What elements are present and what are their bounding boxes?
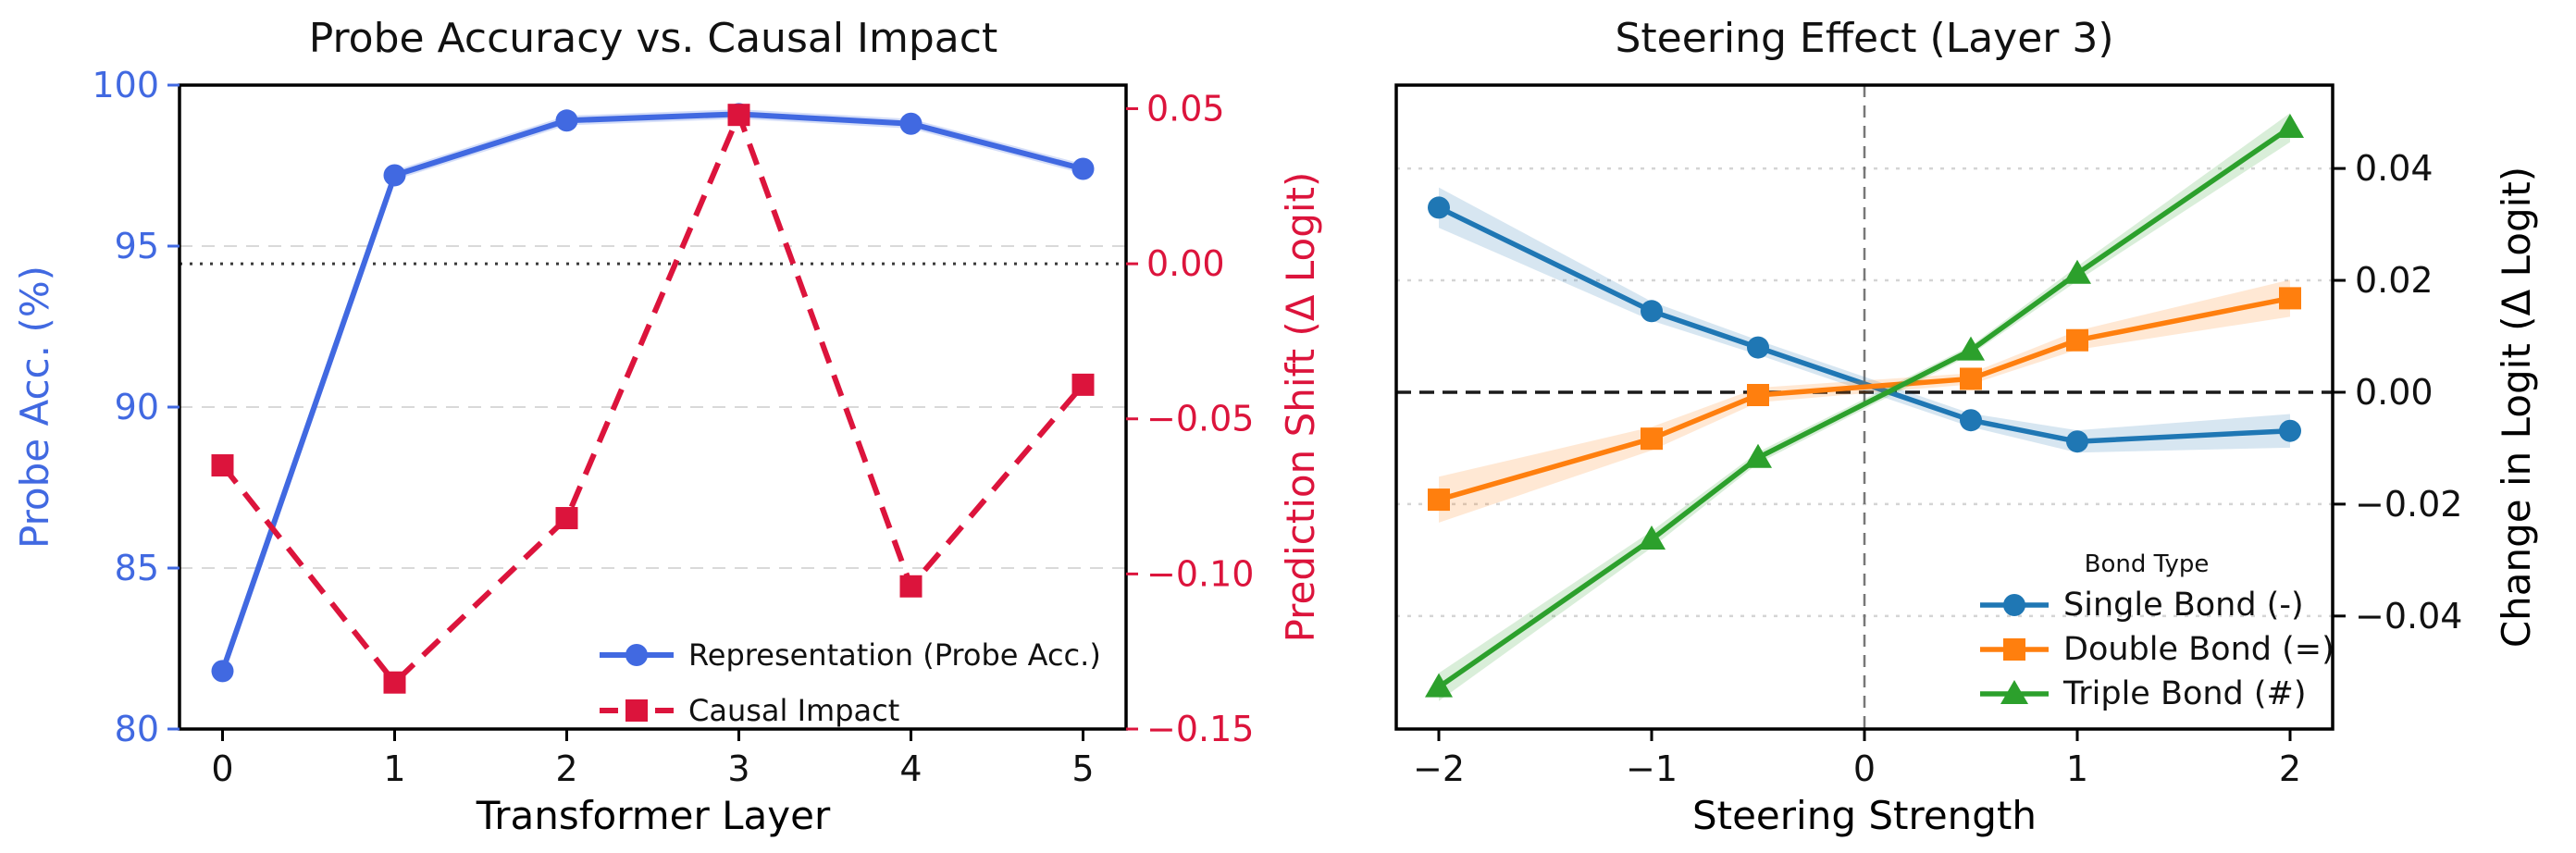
data-point xyxy=(1428,196,1450,219)
probe-acc-y-axis-label: Probe Acc. (%) xyxy=(12,266,57,549)
x-tick-label: 0 xyxy=(211,748,233,789)
confidence-band xyxy=(1439,113,2290,701)
confidence-band xyxy=(222,109,1084,676)
data-point xyxy=(1071,373,1095,396)
left-y-tick-label: 95 xyxy=(115,226,159,266)
x-tick-label: 0 xyxy=(1853,748,1876,789)
data-point xyxy=(2066,430,2088,453)
left-plot-area: 0 1 2 3 4 5 100 95 90 85 80 0.05 0.00 −0.05 −0.10 −0.15… xyxy=(92,65,1254,789)
right-x-axis-label: Steering Strength xyxy=(1692,793,2037,838)
right-y-tick-label: −0.10 xyxy=(1146,553,1254,594)
left-y-tick-label: 80 xyxy=(115,709,159,749)
right-y-tick-label: 0.04 xyxy=(2355,148,2434,189)
right-y-tick-label: 0.05 xyxy=(1146,88,1225,129)
right-y-tick-label: −0.05 xyxy=(1146,399,1254,439)
data-point xyxy=(211,660,234,683)
x-tick-label: 4 xyxy=(899,748,922,789)
x-tick-label: 2 xyxy=(555,748,577,789)
legend-label: Single Bond (-) xyxy=(2063,587,2304,624)
legend-label: Double Bond (=) xyxy=(2063,631,2334,668)
x-tick-label: 2 xyxy=(2279,748,2301,789)
series-line xyxy=(1438,295,2291,502)
change-in-logit-y-axis-label: Change in Logit (Δ Logit) xyxy=(2494,167,2539,648)
data-point xyxy=(899,112,923,135)
x-tick-label: 5 xyxy=(1071,748,1094,789)
data-point xyxy=(555,507,578,530)
legend-label: Causal Impact xyxy=(688,693,899,728)
series-line xyxy=(1437,204,2291,444)
series-line xyxy=(220,107,1085,687)
right-y-tick-label: 0.00 xyxy=(2355,372,2434,413)
x-tick-label: −1 xyxy=(1626,748,1678,789)
x-tick-label: 3 xyxy=(727,748,749,789)
right-y-tick-label: 0.02 xyxy=(2355,260,2434,301)
data-point xyxy=(727,104,750,127)
data-point xyxy=(1071,157,1095,180)
legend-marker xyxy=(625,699,648,722)
right-chart-title: Steering Effect (Layer 3) xyxy=(1615,15,2113,62)
data-point xyxy=(2276,113,2304,138)
data-point xyxy=(383,164,406,187)
data-point xyxy=(1960,367,1982,390)
legend-marker xyxy=(2003,638,2025,661)
data-point xyxy=(555,109,578,132)
left-y-tick-label: 85 xyxy=(115,548,159,588)
confidence-band xyxy=(1439,187,2290,453)
data-point xyxy=(2066,328,2088,352)
left-x-axis-label: Transformer Layer xyxy=(476,793,831,838)
legend-label: Representation (Probe Acc.) xyxy=(688,637,1101,673)
right-plot-area: −2 −1 0 1 2 0.04 0.02 0.00 −0.02 −0.04 Bond Type Si… xyxy=(1394,83,2462,789)
data-point xyxy=(1747,336,1769,359)
data-point xyxy=(1425,673,1453,698)
right-y-tick-label: −0.02 xyxy=(2355,484,2462,525)
x-tick-label: −2 xyxy=(1413,748,1465,789)
series-line xyxy=(1437,125,2292,689)
data-point xyxy=(1428,488,1450,512)
data-point xyxy=(1747,383,1769,406)
data-point xyxy=(2279,287,2301,310)
data-point xyxy=(1744,443,1772,468)
left-chart-title: Probe Accuracy vs. Causal Impact xyxy=(309,15,997,62)
x-tick-label: 1 xyxy=(383,748,405,789)
right-y-tick-label: −0.15 xyxy=(1146,709,1254,749)
data-point xyxy=(211,454,234,477)
data-point xyxy=(383,671,406,694)
left-y-tick-label: 90 xyxy=(115,387,159,427)
right-y-tick-label: −0.04 xyxy=(2355,596,2462,637)
prediction-shift-y-axis-label: Prediction Shift (Δ Logit) xyxy=(1278,172,1323,643)
data-point xyxy=(2279,419,2301,442)
series-line xyxy=(219,111,1084,673)
legend-marker xyxy=(2003,594,2025,616)
left-y-tick-label: 100 xyxy=(92,65,159,105)
data-point xyxy=(1960,409,1982,432)
right-y-tick-label: 0.00 xyxy=(1146,243,1225,284)
data-point xyxy=(1641,427,1663,451)
data-point xyxy=(1638,525,1666,550)
x-tick-label: 1 xyxy=(2066,748,2088,789)
legend-label: Triple Bond (#) xyxy=(2062,675,2307,712)
data-point xyxy=(2063,259,2091,284)
data-point xyxy=(899,575,923,598)
legend-marker xyxy=(625,644,648,666)
legend-title: Bond Type xyxy=(2085,550,2210,578)
data-point xyxy=(1957,336,1985,361)
data-point xyxy=(1641,300,1663,323)
legend-marker xyxy=(2000,680,2028,704)
